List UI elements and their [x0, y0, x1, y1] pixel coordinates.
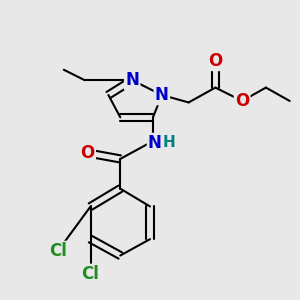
- Text: O: O: [235, 92, 249, 110]
- Text: N: N: [155, 86, 169, 104]
- Text: N: N: [125, 71, 139, 89]
- Text: Cl: Cl: [49, 242, 67, 260]
- Text: Cl: Cl: [82, 265, 100, 283]
- Text: O: O: [208, 52, 223, 70]
- Text: H: H: [163, 135, 176, 150]
- Text: O: O: [80, 144, 95, 162]
- Text: N: N: [148, 134, 161, 152]
